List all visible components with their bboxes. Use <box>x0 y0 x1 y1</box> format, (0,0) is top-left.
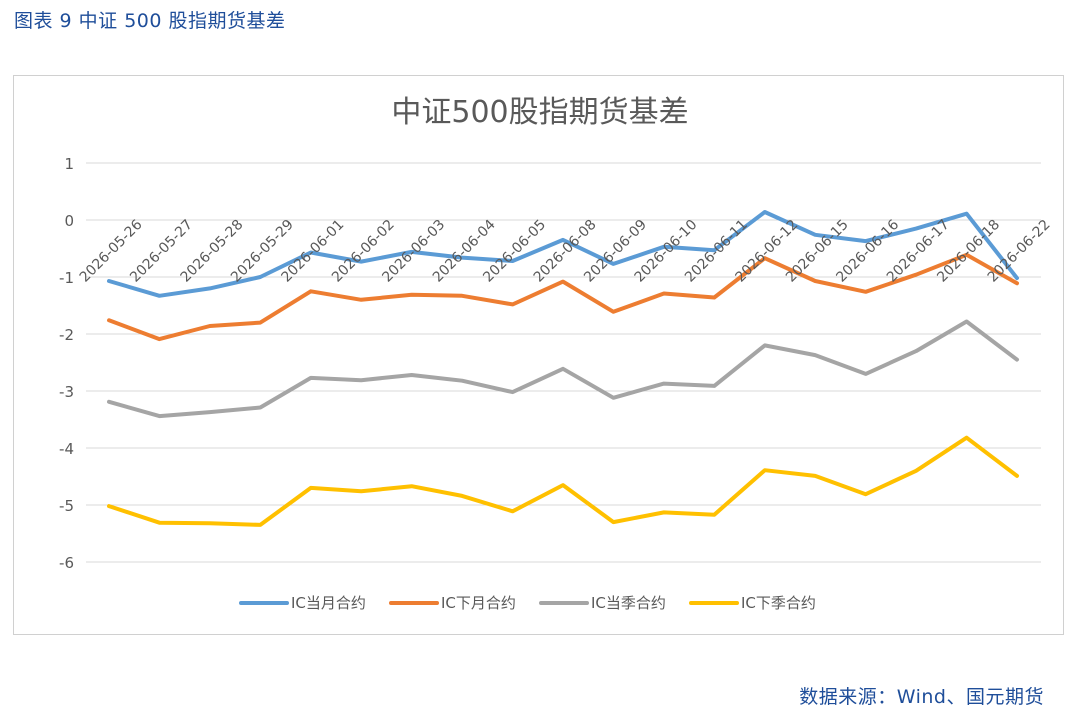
figure-caption: 图表 9 中证 500 股指期货基差 <box>14 10 286 32</box>
x-axis-ticks: 2026-05-262026-05-272026-05-282026-05-29… <box>77 217 1054 286</box>
y-tick-label: -3 <box>59 383 74 401</box>
series-line <box>107 210 1019 298</box>
legend-entry[interactable]: IC下季合约 <box>689 594 816 612</box>
legend-label: IC下季合约 <box>741 594 816 612</box>
y-tick-label: -1 <box>59 269 74 287</box>
series-line <box>107 252 1019 342</box>
series-line <box>107 435 1019 527</box>
y-tick-label: -4 <box>59 440 74 458</box>
y-axis-ticks: 1 0 -1 -2 -3 -4 -5 -6 <box>59 155 74 572</box>
legend-label: IC当月合约 <box>291 594 366 612</box>
source-note: 数据来源：Wind、国元期货 <box>799 686 1044 708</box>
gridlines <box>86 162 1041 563</box>
basis-line-chart: 中证500股指期货基差 1 0 -1 -2 -3 -4 -5 -6 2026-05-26202… <box>59 95 1054 612</box>
y-tick-label: -6 <box>59 554 74 572</box>
legend-entry[interactable]: IC当月合约 <box>239 594 366 612</box>
series-line <box>107 319 1019 419</box>
legend-entry[interactable]: IC下月合约 <box>389 594 516 612</box>
chart-frame: 中证500股指期货基差 1 0 -1 -2 -3 -4 -5 -6 2026-05-26 202… <box>13 75 1064 635</box>
legend[interactable]: IC当月合约 IC下月合约 IC当季合约 IC下季合约 <box>239 594 816 612</box>
chart-title: 中证500股指期货基差 <box>391 95 688 130</box>
series-lines <box>107 210 1019 527</box>
legend-label: IC当季合约 <box>591 594 666 612</box>
y-tick-label: 1 <box>64 155 74 173</box>
y-tick-label: -5 <box>59 497 74 515</box>
legend-label: IC下月合约 <box>441 594 516 612</box>
y-tick-label: 0 <box>64 212 74 230</box>
legend-entry[interactable]: IC当季合约 <box>539 594 666 612</box>
y-tick-label: -2 <box>59 326 74 344</box>
